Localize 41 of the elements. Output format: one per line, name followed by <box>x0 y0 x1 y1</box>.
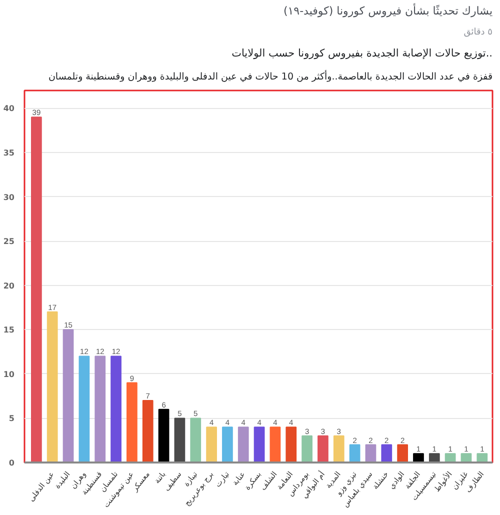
y-tick-label: 0 <box>8 458 15 468</box>
bar <box>476 453 488 462</box>
bar <box>286 426 297 462</box>
bar <box>126 382 138 462</box>
bar <box>270 426 281 462</box>
y-tick-label: 15 <box>3 326 15 335</box>
bar <box>397 444 408 462</box>
bar <box>94 356 106 462</box>
y-tick-label: 25 <box>3 237 15 246</box>
bar <box>349 444 360 462</box>
bar <box>31 116 42 462</box>
bar <box>444 453 456 462</box>
y-tick-label: 40 <box>3 104 15 114</box>
chart-subtitle: قفزة في عدد الحالات الجديدة بالعاصمة..وأكثر من 10 حالات في عين الدفلى والبليدة ووهران وقسنطينة وتلمسان <box>48 70 493 82</box>
bar <box>222 426 233 462</box>
bar <box>333 435 344 462</box>
bar <box>365 444 376 462</box>
y-tick-label: 10 <box>3 370 15 379</box>
y-tick-label: 20 <box>3 281 15 290</box>
bar <box>78 356 90 462</box>
y-tick-label: 30 <box>3 192 15 202</box>
bar <box>46 311 58 462</box>
bar <box>190 418 202 462</box>
bar <box>206 426 217 462</box>
bar <box>302 435 312 462</box>
bar <box>158 408 170 462</box>
bar <box>254 426 265 462</box>
bar <box>62 329 74 462</box>
bar <box>174 418 186 462</box>
bar <box>318 435 328 462</box>
text: يشارك تحديثًا بشأن فيروس كورونا (كوفيد-١٩) <box>283 2 493 18</box>
bar <box>142 400 154 462</box>
bar <box>428 453 440 462</box>
y-tick-label: 35 <box>3 148 15 158</box>
bar <box>238 426 249 462</box>
bar <box>413 453 424 462</box>
bar <box>381 444 392 462</box>
chart-title: توزيع حالات الإصابة الجديدة بفيروس كورونا حسب الولايات.. <box>232 48 493 60</box>
bar <box>110 356 122 462</box>
text: ٥ دقائق <box>464 28 493 38</box>
y-tick-label: 5 <box>8 414 15 424</box>
